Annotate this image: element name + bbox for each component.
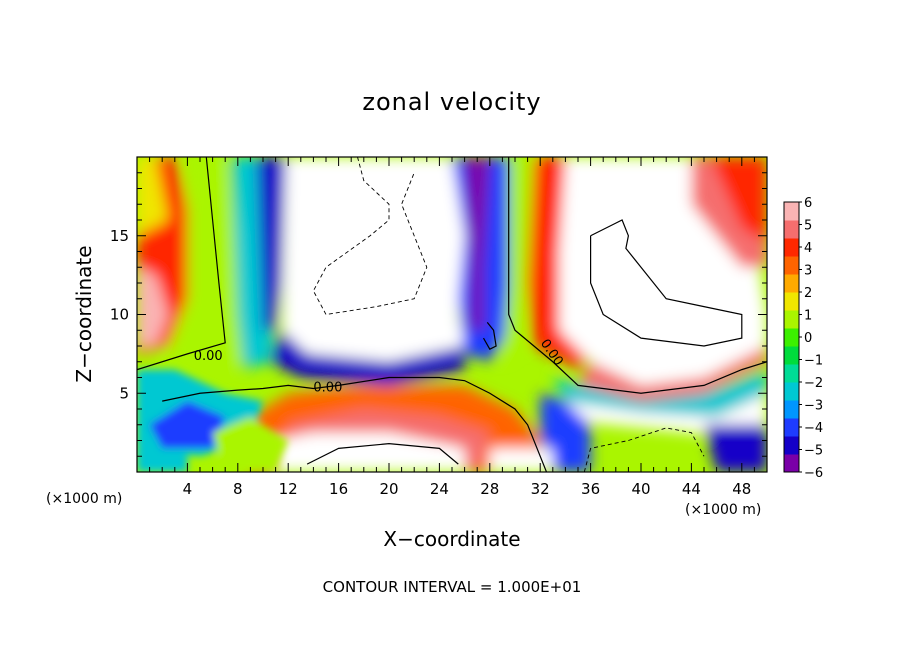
field-region: [489, 448, 553, 472]
colorbar-segment: [784, 274, 799, 293]
x-tick-label: 36: [581, 480, 600, 498]
colorbar-segment: [784, 256, 799, 275]
colorbar-tick-label: 2: [804, 286, 812, 301]
colorbar-segment: [784, 436, 799, 455]
x-tick-label: 4: [183, 480, 193, 498]
colorbar-segment: [784, 328, 799, 347]
colorbar-tick-label: −2: [804, 376, 823, 391]
colorbar-segment: [784, 400, 799, 419]
colorbar-tick-label: 3: [804, 264, 812, 279]
x-unit-label-right: (×1000 m): [685, 502, 762, 518]
x-tick-label: 32: [531, 480, 550, 498]
y-tick-label: 5: [119, 384, 129, 402]
x-axis-label: X−coordinate: [383, 527, 521, 551]
field-region: [578, 346, 767, 402]
x-tick-label: 40: [631, 480, 650, 498]
colorbar-segment: [784, 202, 799, 221]
colorbar-segment: [784, 310, 799, 329]
colorbar-segment: [784, 454, 799, 473]
field-region: [275, 432, 465, 472]
field-region: [281, 157, 465, 362]
x-tick-label: 12: [279, 480, 298, 498]
y-axis: 5 10 15: [110, 172, 767, 457]
colorbar-tick-label: −6: [804, 466, 823, 481]
velocity-field: [137, 157, 767, 472]
zero-contour: [508, 157, 767, 394]
field-region: [552, 369, 767, 417]
x-tick-label: 8: [233, 480, 243, 498]
field-region: [704, 424, 767, 472]
field-region: [502, 157, 534, 362]
field-region: [269, 330, 465, 386]
colorbar-tick-label: 4: [804, 241, 812, 256]
x-tick-label: 44: [682, 480, 701, 498]
zero-contour: [482, 322, 497, 350]
colorbar-tick-label: 0: [804, 331, 812, 346]
contour-label: 0.00: [194, 349, 223, 364]
colorbar-segment: [784, 292, 799, 311]
x-tick-label: 20: [379, 480, 398, 498]
colorbar-tick-label: 6: [804, 196, 812, 211]
colorbar: 6 5 4 3 2 1 0 −1 −2 −3 −4 −5 −6: [783, 196, 823, 481]
y-tick-label: 15: [110, 227, 129, 245]
contour-label: 0.00: [313, 381, 342, 396]
colorbar-tick-label: −1: [804, 354, 823, 369]
colorbar-tick-label: 5: [804, 219, 812, 234]
colorbar-segment: [784, 238, 799, 257]
field-region: [137, 448, 188, 472]
y-tick-label: 10: [110, 306, 129, 324]
colorbar-segment: [784, 382, 799, 401]
colorbar-segment: [784, 346, 799, 365]
x-tick-label: 16: [329, 480, 348, 498]
x-tick-label: 24: [430, 480, 449, 498]
x-tick-label: 48: [732, 480, 751, 498]
x-tick-label: 28: [480, 480, 499, 498]
field-region: [137, 267, 169, 346]
y-axis-label: Z−coordinate: [72, 245, 96, 383]
colorbar-tick-label: −4: [804, 421, 823, 436]
field-region: [212, 416, 289, 472]
colorbar-tick-label: −5: [804, 444, 823, 459]
contour-lines: 0.000.000.00: [137, 157, 767, 472]
negative-contour: [583, 427, 705, 472]
contour-interval-note: CONTOUR INTERVAL = 1.000E+01: [322, 578, 582, 596]
colorbar-segment: [784, 220, 799, 239]
colorbar-tick-label: −3: [804, 399, 823, 414]
zero-contour: [137, 157, 226, 371]
field-region: [710, 157, 767, 244]
colorbar-segment: [784, 418, 799, 437]
contour: [590, 219, 743, 347]
field-blobs: [137, 157, 767, 472]
field-region: [464, 157, 490, 331]
field-region: [137, 157, 169, 236]
zero-contour: [306, 443, 459, 465]
colorbar-tick-label: 1: [804, 309, 812, 324]
field-region: [149, 401, 226, 449]
colorbar-segment: [784, 364, 799, 383]
zero-contour: [162, 376, 548, 472]
field-region: [256, 157, 286, 331]
x-axis: 4 8 12 16 20 24 28 32 36 40 44 48: [149, 157, 755, 498]
field-region: [168, 157, 251, 378]
negative-contour: [312, 157, 428, 315]
x-unit-label-left: (×1000 m): [46, 491, 123, 507]
chart-title: zonal velocity: [362, 88, 542, 116]
field-detail: [137, 369, 289, 472]
